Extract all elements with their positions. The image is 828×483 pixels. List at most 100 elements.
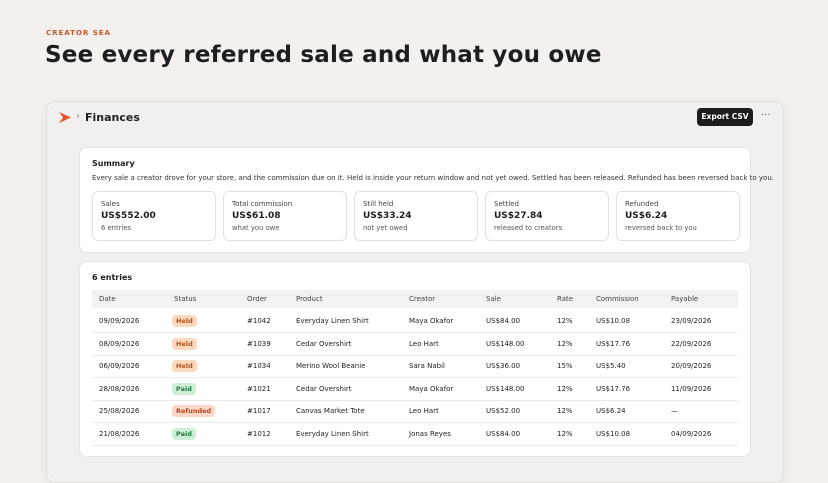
table-row[interactable]: 06/09/2026 Held #1034 Merino Wool Beanie Sar… bbox=[92, 355, 738, 379]
column-header: Sale bbox=[486, 295, 501, 303]
column-header: Status bbox=[174, 295, 197, 303]
cell: Maya Okafor bbox=[409, 384, 454, 393]
stat-note: released to creators bbox=[494, 224, 563, 232]
status-badge: Held bbox=[172, 360, 197, 373]
cell: 15% bbox=[557, 362, 573, 371]
cell: #1017 bbox=[247, 407, 271, 416]
cell: US$36.00 bbox=[486, 362, 521, 371]
cell: US$52.00 bbox=[486, 407, 521, 416]
export-button[interactable]: Export CSV bbox=[697, 108, 753, 126]
cell: US$17.76 bbox=[596, 339, 631, 348]
cell: Canvas Market Tote bbox=[296, 407, 365, 416]
stat-value: US$552.00 bbox=[101, 211, 156, 221]
cell: Leo Hart bbox=[409, 339, 439, 348]
summary-title: Summary bbox=[92, 159, 135, 168]
stat-label: Still held bbox=[363, 200, 394, 208]
cell: 12% bbox=[557, 407, 573, 416]
cell: 09/09/2026 bbox=[99, 317, 140, 325]
cell: #1042 bbox=[247, 317, 271, 325]
table-row[interactable]: 25/08/2026 Refunded #1017 Canvas Market Tot… bbox=[92, 400, 738, 424]
cell: 12% bbox=[557, 339, 573, 348]
cell: #1039 bbox=[247, 339, 271, 348]
stat-label: Sales bbox=[101, 200, 120, 208]
stat-card: Refunded US$6.24 reversed back to you bbox=[616, 191, 740, 241]
breadcrumb[interactable]: Finances bbox=[85, 111, 140, 124]
stat-value: US$33.24 bbox=[363, 211, 412, 221]
summary-description: Every sale a creator drove for your stor… bbox=[92, 174, 774, 182]
more-menu[interactable]: ··· bbox=[761, 110, 771, 121]
stat-label: Total commission bbox=[232, 200, 293, 208]
cell: #1034 bbox=[247, 362, 271, 371]
column-header: Product bbox=[296, 295, 323, 303]
column-header: Payable bbox=[671, 295, 699, 303]
cell: 28/08/2026 bbox=[99, 384, 140, 393]
cell: Sara Nabil bbox=[409, 362, 445, 371]
cell: 23/09/2026 bbox=[671, 317, 712, 325]
table-row[interactable]: 28/08/2026 Paid #1021 Cedar Overshirt Maya O… bbox=[92, 378, 738, 401]
cell: US$5.40 bbox=[596, 362, 626, 371]
cell: Everyday Linen Shirt bbox=[296, 317, 369, 325]
cell: Cedar Overshirt bbox=[296, 339, 352, 348]
status-badge: Refunded bbox=[172, 405, 216, 418]
cell: 25/08/2026 bbox=[99, 407, 140, 416]
breadcrumb-separator: › bbox=[76, 111, 80, 122]
stat-note: 6 entries bbox=[101, 224, 132, 232]
cell: 22/09/2026 bbox=[671, 339, 712, 348]
logo bbox=[59, 112, 71, 123]
stat-value: US$6.24 bbox=[625, 211, 668, 221]
cell: #1021 bbox=[247, 384, 271, 393]
cell: US$17.76 bbox=[596, 384, 631, 393]
status-badge: Held bbox=[172, 337, 197, 350]
stat-label: Refunded bbox=[625, 200, 659, 208]
cell: US$10.08 bbox=[596, 317, 631, 325]
cell: US$148.00 bbox=[486, 339, 525, 348]
stat-card: Sales US$552.00 6 entries bbox=[92, 191, 216, 241]
cell: — bbox=[671, 407, 678, 416]
stat-card: Settled US$27.84 released to creators bbox=[485, 191, 609, 241]
table-row[interactable]: 09/09/2026 Held #1042 Everyday Linen Shirt M… bbox=[92, 310, 738, 333]
status-badge: Paid bbox=[172, 428, 196, 440]
cell: 11/09/2026 bbox=[671, 384, 712, 393]
cell: Merino Wool Beanie bbox=[296, 362, 366, 371]
cell: US$84.00 bbox=[486, 317, 521, 325]
cell: US$6.24 bbox=[596, 407, 626, 416]
cell: Jonas Reyes bbox=[409, 430, 451, 438]
page: CREATOR SEA See every referred sale and … bbox=[45, 29, 784, 483]
table-row[interactable]: 21/08/2026 Paid #1012 Everyday Linen Shirt J… bbox=[92, 423, 738, 446]
stat-note: not yet owed bbox=[363, 224, 408, 232]
cell: 08/09/2026 bbox=[99, 339, 140, 348]
column-header: Rate bbox=[557, 295, 574, 303]
cell: US$10.08 bbox=[596, 430, 631, 438]
cell: US$148.00 bbox=[486, 384, 525, 393]
cell: Cedar Overshirt bbox=[296, 384, 352, 393]
column-header: Creator bbox=[409, 295, 436, 303]
stat-card: Still held US$33.24 not yet owed bbox=[354, 191, 478, 241]
stat-label: Settled bbox=[494, 200, 519, 208]
column-header: Commission bbox=[596, 295, 639, 303]
cell: 06/09/2026 bbox=[99, 362, 140, 371]
cell: 12% bbox=[557, 317, 573, 325]
table-row[interactable]: 08/09/2026 Held #1039 Cedar Overshirt Leo Ha… bbox=[92, 333, 738, 356]
cell: #1012 bbox=[247, 430, 271, 438]
entries-card: 6 entries Date Status Order Product Creator S… bbox=[79, 261, 751, 457]
entries-title: 6 entries bbox=[92, 273, 133, 282]
stat-card: Total commission US$61.08 what you owe bbox=[223, 191, 347, 241]
column-header: Date bbox=[99, 295, 116, 303]
cell: 21/08/2026 bbox=[99, 430, 140, 438]
cell: Everyday Linen Shirt bbox=[296, 430, 369, 438]
stat-value: US$27.84 bbox=[494, 211, 543, 221]
table-header: Date Status Order Product Creator Sale Rate Com… bbox=[92, 290, 738, 308]
cell: 12% bbox=[557, 384, 573, 393]
headline: See every referred sale and what you owe bbox=[45, 42, 602, 68]
cell: 20/09/2026 bbox=[671, 362, 712, 371]
cell: US$84.00 bbox=[486, 430, 521, 438]
brand: CREATOR SEA bbox=[46, 29, 111, 37]
status-badge: Paid bbox=[172, 382, 196, 395]
summary-card: Summary Every sale a creator drove for y… bbox=[79, 147, 774, 253]
stat-value: US$61.08 bbox=[232, 211, 281, 221]
cell: Maya Okafor bbox=[409, 317, 454, 325]
stat-note: what you owe bbox=[232, 224, 280, 232]
column-header: Order bbox=[247, 295, 267, 303]
stat-note: reversed back to you bbox=[625, 224, 697, 232]
cell: 12% bbox=[557, 430, 573, 438]
